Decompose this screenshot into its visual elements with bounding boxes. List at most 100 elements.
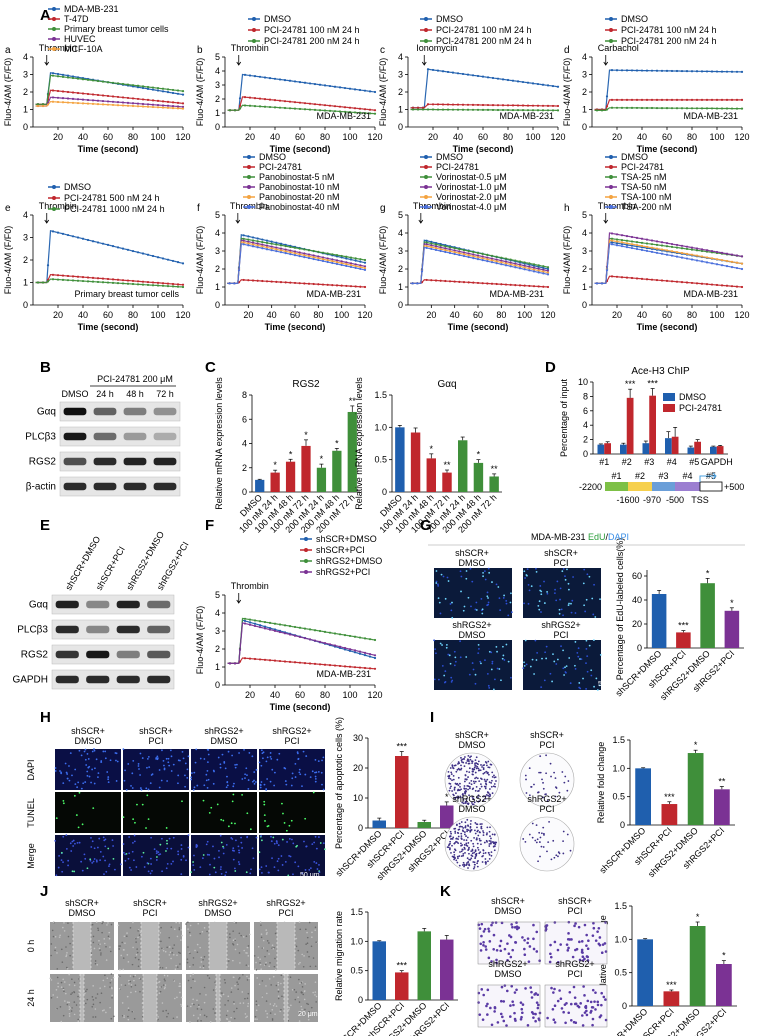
colony-speck (463, 865, 465, 868)
series-point (61, 278, 65, 281)
y-tick-label: 8 (583, 391, 588, 401)
series-point (261, 279, 264, 283)
image-speck (222, 845, 224, 848)
series-point (725, 98, 729, 101)
image-speck (511, 925, 514, 929)
series-point (458, 250, 461, 253)
series-point (56, 278, 60, 281)
series-point (481, 108, 485, 111)
image-speck (214, 1012, 216, 1014)
image-speck (89, 859, 92, 862)
image-speck (171, 947, 174, 950)
image-speck (514, 941, 517, 944)
image-speck (222, 993, 225, 996)
x-tick-label: 40 (453, 132, 463, 142)
image-tile (545, 985, 608, 1027)
image-speck (314, 994, 316, 996)
colony-speck (550, 858, 553, 861)
series-point (426, 108, 430, 111)
image-speck (255, 1003, 258, 1006)
image-speck (158, 980, 161, 983)
series-point (349, 258, 353, 261)
colony-speck (450, 771, 453, 774)
series-point (715, 70, 719, 73)
x-tick-label: #4 (667, 457, 677, 467)
image-speck (277, 844, 280, 847)
x-tick-label: 80 (320, 132, 330, 142)
image-speck (132, 818, 135, 821)
image-speck (272, 975, 275, 978)
image-speck (290, 1004, 292, 1007)
colony-speck (473, 866, 476, 868)
series-point (308, 638, 312, 641)
image-speck (133, 859, 135, 862)
image-speck (232, 858, 235, 861)
image-speck (273, 784, 276, 787)
series-point (431, 108, 435, 111)
y-tick-label: 5 (215, 210, 220, 220)
image-speck (226, 781, 229, 784)
series-point (605, 269, 609, 272)
colony-speck (485, 770, 488, 773)
image-speck (156, 757, 159, 760)
series-point (71, 76, 75, 80)
series-point (176, 89, 180, 92)
image-speck (507, 952, 511, 956)
image-speck (166, 780, 169, 782)
image-speck (597, 926, 601, 930)
image-speck (156, 856, 158, 858)
series-point (472, 250, 475, 254)
image-speck (553, 660, 556, 663)
image-speck (136, 948, 138, 950)
x-tick-label: 100 (342, 690, 357, 700)
image-speck (555, 599, 558, 602)
image-speck (238, 978, 240, 980)
colony-speck (543, 834, 545, 836)
image-speck (62, 926, 64, 929)
series-point (467, 255, 470, 259)
image-speck (243, 949, 245, 952)
series-point (504, 264, 508, 267)
x-tick-label: GAPDH (701, 457, 733, 467)
image-speck (251, 847, 254, 850)
series-point (81, 78, 85, 81)
colony-speck (464, 825, 467, 827)
image-speck (55, 874, 58, 877)
image-speck (224, 982, 227, 984)
image-speck (543, 602, 546, 604)
image-speck (451, 616, 454, 619)
series-point (495, 258, 498, 261)
y-axis-label: Fluo-4/AM (F/F0) (562, 58, 572, 127)
colony-speck (463, 833, 466, 836)
colony-speck (458, 822, 461, 825)
image-speck (276, 842, 278, 845)
legend-entry: Vorinostat-2.0 μM (436, 192, 507, 202)
x-tick-label: 20 (53, 132, 63, 142)
bar (716, 964, 732, 1006)
series-point (318, 663, 322, 666)
image-speck (454, 660, 457, 663)
legend-marker (52, 37, 56, 41)
image-speck (566, 568, 568, 571)
image-speck (298, 1001, 301, 1003)
series-point (256, 240, 259, 243)
image-speck (526, 1023, 530, 1027)
colony-speck (463, 831, 466, 833)
series-point (308, 102, 312, 105)
series-point (735, 266, 739, 270)
image-speck (110, 979, 113, 981)
image-speck (167, 761, 170, 764)
series-point (458, 280, 461, 283)
colony-speck (459, 851, 461, 853)
bar (372, 820, 386, 828)
image-speck (206, 769, 209, 772)
image-speck (98, 837, 101, 840)
image-speck (257, 945, 260, 948)
image-speck (139, 787, 142, 789)
image-speck (471, 662, 474, 664)
image-speck (306, 951, 309, 953)
image-speck (146, 766, 148, 769)
